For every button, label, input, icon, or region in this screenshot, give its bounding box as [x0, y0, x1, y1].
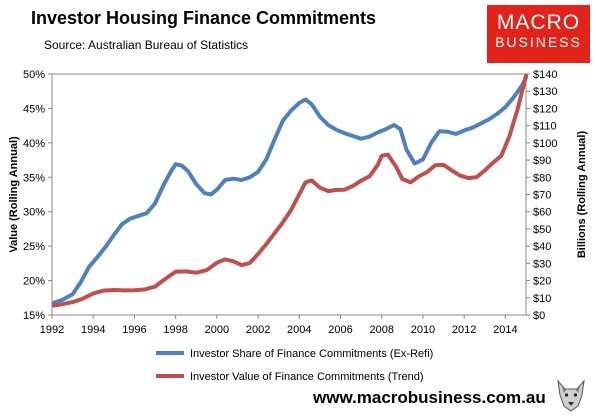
logo-line-1: MACRO — [496, 11, 581, 34]
x-tick-label: 1996 — [122, 324, 146, 336]
y-left-tick-label: 45% — [23, 103, 45, 115]
series-line-investor-value — [52, 73, 528, 308]
y-left-tick-label: 20% — [23, 276, 45, 288]
y-right-tick-label: $30 — [533, 258, 551, 270]
x-tick-label: 2000 — [205, 324, 229, 336]
legend-label: Investor Share of Finance Commitments (E… — [190, 348, 433, 360]
y-right-tick-label: $0 — [533, 310, 545, 322]
y-right-tick-label: $50 — [533, 224, 551, 236]
y-right-tick-label: $110 — [533, 121, 557, 133]
x-tick-label: 2004 — [287, 324, 311, 336]
x-tick-label: 1998 — [163, 324, 187, 336]
y-right-tick-label: $40 — [533, 241, 551, 253]
legend-label: Investor Value of Finance Commitments (T… — [190, 371, 424, 383]
y-left-axis-title: Value (Rolling Annual) — [8, 136, 20, 253]
y-left-tick-label: 25% — [23, 241, 45, 253]
x-tick-label: 2014 — [493, 324, 517, 336]
y-left-tick-label: 35% — [23, 172, 45, 184]
y-right-axis-title: Billions (Rolling Annual) — [576, 131, 588, 259]
x-tick-label: 1994 — [81, 324, 105, 336]
y-right-tick-label: $100 — [533, 138, 557, 150]
x-tick-label: 2010 — [411, 324, 435, 336]
x-tick-label: 2002 — [246, 324, 270, 336]
wolf-icon — [557, 379, 585, 412]
y-left-tick-label: 30% — [23, 207, 45, 219]
footer-url: www.macrobusiness.com.au — [313, 388, 546, 407]
y-left-tick-label: 40% — [23, 138, 45, 150]
chart-title: Investor Housing Finance Commitments — [31, 8, 377, 28]
x-tick-label: 2008 — [369, 324, 393, 336]
logo-line-2: BUSINESS — [495, 34, 582, 50]
y-right-tick-label: $60 — [533, 207, 551, 219]
y-left-tick-label: 15% — [23, 310, 45, 322]
y-right-tick-label: $80 — [533, 172, 551, 184]
x-tick-label: 1992 — [40, 324, 64, 336]
y-right-tick-label: $120 — [533, 103, 557, 115]
y-right-tick-label: $10 — [533, 293, 551, 305]
x-tick-label: 2006 — [328, 324, 352, 336]
y-right-tick-label: $70 — [533, 190, 551, 202]
x-tick-label: 2012 — [452, 324, 476, 336]
y-right-tick-label: $140 — [533, 69, 557, 81]
chart-source: Source: Australian Bureau of Statistics — [44, 38, 249, 52]
series-line-investor-share — [52, 75, 528, 305]
y-right-tick-label: $130 — [533, 86, 557, 98]
y-right-tick-label: $20 — [533, 276, 551, 288]
y-left-tick-label: 50% — [23, 69, 45, 81]
y-right-tick-label: $90 — [533, 155, 551, 167]
macrobusiness-logo: MACRO BUSINESS — [487, 5, 590, 63]
